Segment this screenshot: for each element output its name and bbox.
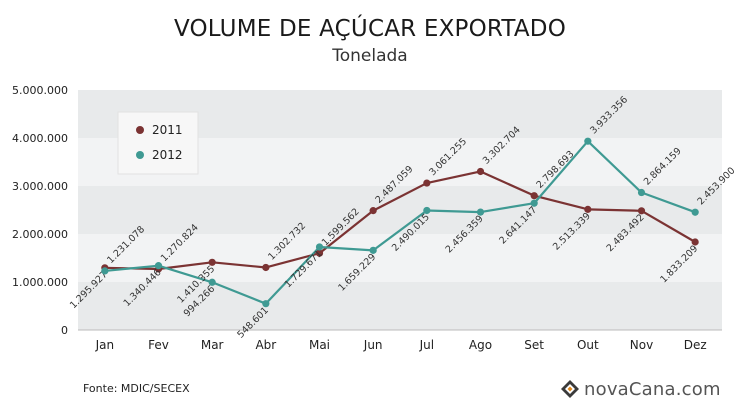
data-point-2012 (262, 300, 270, 308)
data-point-2011 (315, 249, 324, 257)
chart-title: VOLUME DE AÇÚCAR EXPORTADO (173, 16, 567, 42)
data-point-2012 (154, 262, 163, 270)
y-tick-label: 1.000.000 (12, 276, 68, 289)
data-point-2011 (369, 207, 377, 215)
data-point-2011 (691, 238, 699, 246)
data-point-2012 (315, 243, 324, 251)
x-tick-label: Out (577, 338, 599, 352)
diamond-logo-icon (561, 380, 579, 398)
x-tick-label: Mai (309, 338, 330, 352)
x-tick-label: Set (524, 338, 544, 352)
x-tick-label: Mar (201, 338, 224, 352)
data-point-2011 (262, 263, 270, 272)
y-tick-label: 0 (61, 324, 68, 337)
chart-subtitle: Tonelada (332, 46, 408, 66)
data-point-2011 (208, 258, 216, 266)
x-tick-label: Nov (630, 338, 653, 352)
data-point-2011 (637, 207, 646, 215)
y-tick-label: 5.000.000 (12, 84, 68, 97)
legend-marker-2012 (136, 151, 144, 159)
data-point-2012 (369, 246, 377, 254)
plot-band (78, 282, 722, 330)
legend-label-2011: 2011 (152, 123, 183, 137)
x-tick-label: Ago (469, 338, 492, 352)
x-tick-label: Abr (255, 338, 276, 352)
data-point-2012 (423, 206, 431, 215)
legend-marker-2011 (136, 126, 144, 134)
data-point-2012 (101, 267, 109, 275)
x-tick-label: Dez (684, 338, 707, 352)
data-point-2012 (637, 188, 646, 197)
x-tick-label: Fev (148, 338, 169, 352)
y-tick-label: 2.000.000 (12, 228, 68, 241)
data-point-2012 (476, 208, 485, 216)
data-point-2012 (691, 208, 699, 216)
data-point-2012 (530, 199, 538, 207)
data-point-2011 (423, 179, 431, 187)
legend-label-2012: 2012 (152, 148, 183, 162)
y-tick-label: 3.000.000 (12, 180, 68, 193)
series-line-2011 (104, 170, 696, 271)
brand-logo: novaCana.com (560, 377, 721, 401)
source-note: Fonte: MDIC/SECEX (83, 382, 190, 395)
legend-box (117, 111, 199, 175)
brand-name: novaCana.com (584, 378, 721, 400)
data-point-2012 (208, 278, 216, 286)
y-tick-label: 4.000.000 (12, 132, 68, 145)
series-line-2012 (104, 140, 696, 305)
data-point-2011 (476, 167, 485, 176)
x-tick-label: Jun (363, 338, 383, 352)
x-tick-label: Jan (95, 338, 115, 352)
x-tick-label: Jul (419, 338, 434, 352)
data-point-2011 (530, 192, 538, 200)
data-point-2011 (584, 205, 592, 213)
data-point-2012 (584, 137, 592, 145)
